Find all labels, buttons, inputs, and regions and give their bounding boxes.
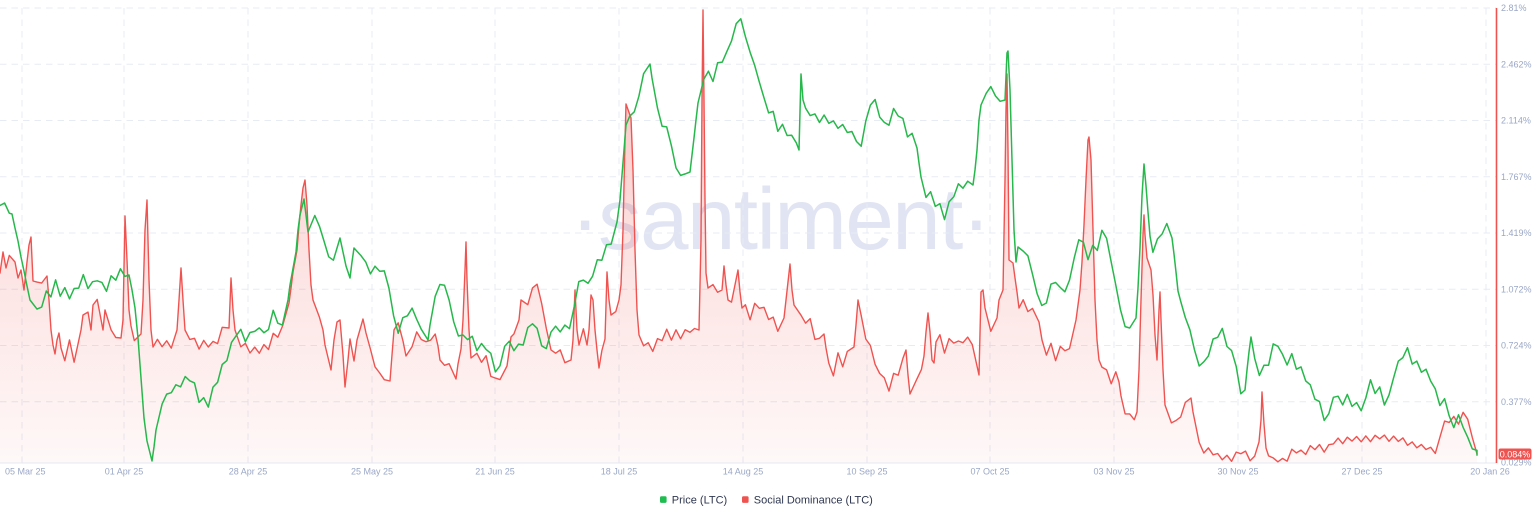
- svg-text:0.084%: 0.084%: [1500, 449, 1531, 459]
- svg-text:1.072%: 1.072%: [1501, 285, 1532, 295]
- svg-text:25 May 25: 25 May 25: [351, 467, 393, 477]
- svg-text:07 Oct 25: 07 Oct 25: [970, 467, 1009, 477]
- svg-text:0.377%: 0.377%: [1501, 397, 1532, 407]
- svg-text:2.462%: 2.462%: [1501, 60, 1532, 70]
- svg-text:05 Mar 25: 05 Mar 25: [5, 467, 46, 477]
- svg-text:0.724%: 0.724%: [1501, 341, 1532, 351]
- svg-text:30 Nov 25: 30 Nov 25: [1217, 467, 1258, 477]
- svg-text:2.81%: 2.81%: [1501, 3, 1527, 13]
- svg-text:01 Apr 25: 01 Apr 25: [105, 467, 144, 477]
- svg-text:1.767%: 1.767%: [1501, 172, 1532, 182]
- svg-text:Social Dominance (LTC): Social Dominance (LTC): [754, 495, 873, 507]
- svg-text:03 Nov 25: 03 Nov 25: [1093, 467, 1134, 477]
- svg-text:2.114%: 2.114%: [1501, 116, 1531, 126]
- svg-text:0.029%: 0.029%: [1501, 458, 1532, 468]
- svg-text:1.419%: 1.419%: [1501, 228, 1532, 238]
- svg-text:·santiment·: ·santiment·: [571, 171, 990, 268]
- svg-text:21 Jun 25: 21 Jun 25: [475, 467, 515, 477]
- svg-text:18 Jul 25: 18 Jul 25: [601, 467, 638, 477]
- svg-text:28 Apr 25: 28 Apr 25: [229, 467, 268, 477]
- svg-text:14 Aug 25: 14 Aug 25: [723, 467, 764, 477]
- svg-text:Price (LTC): Price (LTC): [672, 495, 727, 507]
- svg-text:27 Dec 25: 27 Dec 25: [1341, 467, 1382, 477]
- svg-text:20 Jan 26: 20 Jan 26: [1470, 467, 1510, 477]
- svg-text:10 Sep 25: 10 Sep 25: [846, 467, 887, 477]
